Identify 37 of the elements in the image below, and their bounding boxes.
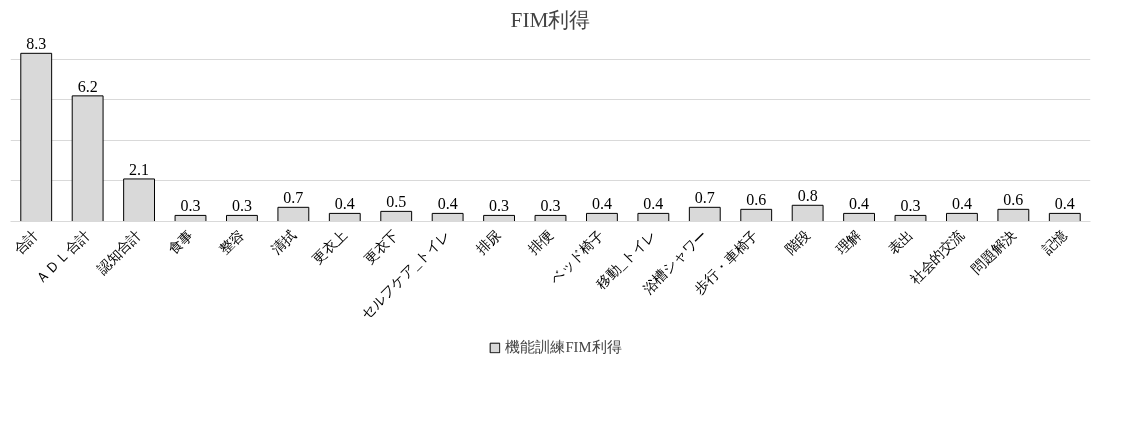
data-label: 0.7: [694, 189, 715, 207]
x-tick-label: 合計: [11, 227, 42, 258]
data-label: 0.4: [591, 195, 612, 213]
data-label: 8.3: [26, 35, 47, 53]
x-tick-label: 更衣下: [361, 227, 402, 268]
x-tick-label: 更衣上: [309, 227, 351, 268]
data-label: 0.6: [1003, 191, 1024, 209]
data-label: 0.7: [283, 189, 304, 207]
data-label: 6.2: [77, 77, 98, 95]
data-label: 0.3: [900, 197, 921, 215]
data-label: 0.6: [746, 191, 767, 209]
data-label: 0.4: [334, 195, 355, 213]
data-label: 0.3: [489, 197, 510, 215]
x-tick-label: 認知合計: [94, 227, 145, 278]
data-label: 0.4: [1054, 195, 1075, 213]
x-tick-label: 記憶: [1039, 227, 1071, 258]
x-tick-label: 理解: [833, 227, 865, 258]
x-tick-label: 排尿: [473, 227, 505, 258]
data-label: 0.4: [437, 195, 458, 213]
x-tick-label: 排便: [525, 227, 556, 258]
x-tick-label: 整容: [216, 227, 248, 258]
chart-title: FIM利得: [510, 7, 591, 32]
data-label: 0.4: [951, 195, 972, 213]
x-tick-label: 階段: [782, 227, 813, 258]
data-label: 0.3: [231, 197, 252, 215]
x-tick-label: 食事: [165, 227, 196, 258]
data-label: 2.1: [129, 160, 150, 178]
x-tick-label: 表出: [885, 227, 916, 258]
legend-label: 機能訓練FIM利得: [505, 337, 622, 357]
data-label: 0.4: [849, 195, 870, 213]
data-label: 0.5: [386, 193, 407, 211]
data-label: 0.3: [540, 197, 561, 215]
x-tick-label: 清拭: [268, 227, 299, 258]
x-tick-label: 問題解決: [968, 227, 1019, 278]
data-label: 0.4: [643, 195, 664, 213]
data-label: 0.8: [797, 187, 818, 205]
data-label: 0.3: [180, 197, 201, 215]
